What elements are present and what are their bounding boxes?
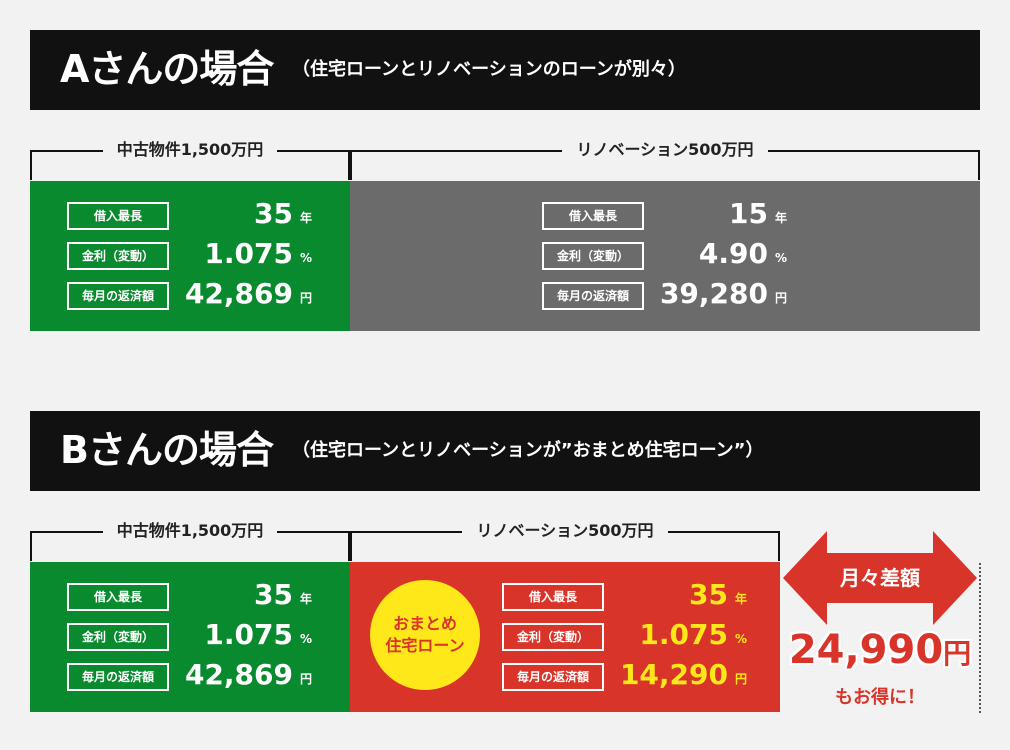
term-unit: 年 bbox=[299, 211, 312, 225]
badge-line-1: おまとめ bbox=[392, 614, 457, 633]
rate-value: 1.075 bbox=[639, 618, 728, 651]
payment-value: 14,290 bbox=[619, 658, 728, 691]
case-b-left-panel: 借入最長 35 年 金利（変動） 1.075 % 毎月の返済額 42,869 円 bbox=[30, 562, 350, 712]
rate-unit: % bbox=[774, 251, 788, 265]
case-a-right-panel: 借入最長 15 年 金利（変動） 4.90 % 毎月の返済額 39,280 円 bbox=[350, 181, 980, 331]
rate-unit: % bbox=[734, 632, 748, 646]
rate-tag: 金利（変動） bbox=[502, 623, 604, 651]
badge-line-2: 住宅ローン bbox=[385, 636, 465, 655]
case-a-subtitle: （住宅ローンとリノベーションのローンが別々） bbox=[292, 59, 686, 80]
term-tag: 借入最長 bbox=[67, 583, 169, 611]
case-b-reno-bracket: リノベーション500万円 bbox=[350, 521, 780, 561]
term-value: 35 bbox=[254, 578, 293, 611]
savings-note: もお得に！ bbox=[835, 687, 925, 708]
payment-unit: 円 bbox=[299, 672, 312, 686]
omatome-loan-badge: おまとめ 住宅ローン bbox=[370, 580, 480, 690]
case-a-left-panel: 借入最長 35 年 金利（変動） 1.075 % 毎月の返済額 42,869 円 bbox=[30, 181, 350, 331]
case-a-right-rate-row: 金利（変動） 4.90 % bbox=[542, 237, 790, 270]
term-value: 35 bbox=[254, 197, 293, 230]
case-b-left-term-row: 借入最長 35 年 bbox=[67, 578, 315, 611]
case-a-right-payment-row: 毎月の返済額 39,280 円 bbox=[542, 277, 790, 310]
term-value: 35 bbox=[689, 578, 728, 611]
case-a-left-rate-row: 金利（変動） 1.075 % bbox=[67, 237, 315, 270]
monthly-difference-label: 月々差額 bbox=[840, 566, 920, 590]
rate-tag: 金利（変動） bbox=[542, 242, 644, 270]
term-unit: 年 bbox=[734, 592, 747, 606]
payment-unit: 円 bbox=[774, 291, 787, 305]
case-a-title: Aさんの場合 bbox=[60, 47, 274, 91]
payment-value: 42,869 bbox=[184, 277, 293, 310]
case-b-left-rate-row: 金利（変動） 1.075 % bbox=[67, 618, 315, 651]
case-a-used-bracket: 中古物件1,500万円 bbox=[30, 140, 350, 180]
rate-unit: % bbox=[299, 251, 313, 265]
case-b-header: Bさんの場合 （住宅ローンとリノベーションが”おまとめ住宅ローン”） bbox=[30, 411, 980, 491]
term-tag: 借入最長 bbox=[542, 202, 644, 230]
case-b-right-payment-row: 毎月の返済額 14,290 円 bbox=[502, 658, 750, 691]
rate-value: 1.075 bbox=[204, 618, 293, 651]
case-a-left-term-row: 借入最長 35 年 bbox=[67, 197, 315, 230]
case-a-right-term-row: 借入最長 15 年 bbox=[542, 197, 790, 230]
payment-tag: 毎月の返済額 bbox=[67, 663, 169, 691]
term-tag: 借入最長 bbox=[502, 583, 604, 611]
case-b-right-term-row: 借入最長 35 年 bbox=[502, 578, 750, 611]
rate-value: 4.90 bbox=[698, 237, 768, 270]
rate-tag: 金利（変動） bbox=[67, 242, 169, 270]
payment-tag: 毎月の返済額 bbox=[67, 282, 169, 310]
term-tag: 借入最長 bbox=[67, 202, 169, 230]
case-b-left-payment-row: 毎月の返済額 42,869 円 bbox=[67, 658, 315, 691]
case-b-subtitle: （住宅ローンとリノベーションが”おまとめ住宅ローン”） bbox=[292, 440, 764, 461]
payment-unit: 円 bbox=[734, 672, 747, 686]
payment-tag: 毎月の返済額 bbox=[542, 282, 644, 310]
case-b-used-label: 中古物件1,500万円 bbox=[102, 521, 278, 540]
monthly-difference-amount: 24,990円 bbox=[764, 624, 996, 684]
payment-value: 39,280 bbox=[659, 277, 768, 310]
term-value: 15 bbox=[729, 197, 768, 230]
double-arrow-icon bbox=[783, 531, 977, 625]
difference-number: 24,990 bbox=[788, 627, 944, 673]
dotted-divider bbox=[979, 563, 981, 713]
case-a-reno-label: リノベーション500万円 bbox=[562, 140, 768, 159]
case-b-right-rate-row: 金利（変動） 1.075 % bbox=[502, 618, 750, 651]
payment-value: 42,869 bbox=[184, 658, 293, 691]
difference-unit: 円 bbox=[943, 637, 972, 670]
rate-tag: 金利（変動） bbox=[67, 623, 169, 651]
rate-unit: % bbox=[299, 632, 313, 646]
case-a-left-payment-row: 毎月の返済額 42,869 円 bbox=[67, 277, 315, 310]
term-unit: 年 bbox=[299, 592, 312, 606]
case-a-used-label: 中古物件1,500万円 bbox=[102, 140, 278, 159]
case-b-reno-label: リノベーション500万円 bbox=[462, 521, 668, 540]
payment-unit: 円 bbox=[299, 291, 312, 305]
payment-tag: 毎月の返済額 bbox=[502, 663, 604, 691]
term-unit: 年 bbox=[774, 211, 787, 225]
case-b-title: Bさんの場合 bbox=[60, 428, 274, 472]
case-a-header: Aさんの場合 （住宅ローンとリノベーションのローンが別々） bbox=[30, 30, 980, 110]
case-a-reno-bracket: リノベーション500万円 bbox=[350, 140, 980, 180]
case-b-used-bracket: 中古物件1,500万円 bbox=[30, 521, 350, 561]
rate-value: 1.075 bbox=[204, 237, 293, 270]
